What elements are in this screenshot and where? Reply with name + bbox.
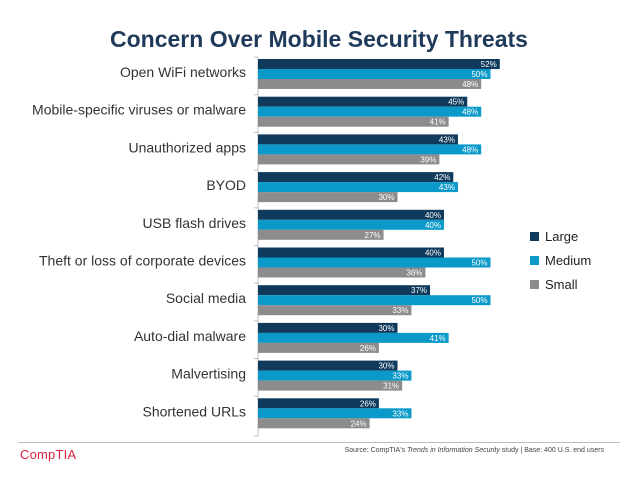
bar-small bbox=[258, 267, 426, 278]
bar-small bbox=[258, 380, 403, 391]
data-label: 24% bbox=[351, 419, 367, 428]
bar-small bbox=[258, 154, 440, 165]
category-label: Auto-dial malware bbox=[134, 328, 246, 344]
bar-medium bbox=[258, 370, 412, 381]
bar-large bbox=[258, 398, 379, 409]
bar-medium bbox=[258, 182, 458, 193]
data-label: 26% bbox=[360, 399, 376, 408]
data-label: 36% bbox=[406, 269, 422, 278]
legend-label: Medium bbox=[545, 252, 592, 268]
bar-small bbox=[258, 229, 384, 240]
bar-medium bbox=[258, 219, 444, 230]
bar-small bbox=[258, 418, 370, 429]
legend-item-large: Large bbox=[530, 224, 591, 248]
bar-medium bbox=[258, 332, 449, 343]
category-label: Shortened URLs bbox=[142, 403, 246, 419]
comptia-logo: CompTIA bbox=[20, 447, 77, 462]
data-label: 42% bbox=[434, 173, 450, 182]
data-label: 50% bbox=[471, 296, 487, 305]
bar-medium bbox=[258, 106, 482, 117]
bar-small bbox=[258, 305, 412, 316]
category-label: Malvertising bbox=[171, 366, 246, 382]
category-label: Open WiFi networks bbox=[120, 64, 246, 80]
data-label: 33% bbox=[392, 306, 408, 315]
legend: Large Medium Small bbox=[530, 224, 591, 296]
data-label: 43% bbox=[439, 183, 455, 192]
data-label: 52% bbox=[481, 60, 497, 69]
source-study-title: Trends in Information Security bbox=[406, 447, 500, 454]
legend-item-small: Small bbox=[530, 272, 591, 296]
legend-label: Large bbox=[545, 228, 579, 244]
data-label: 40% bbox=[425, 221, 441, 230]
bar-large bbox=[258, 59, 500, 69]
category-label: Theft or loss of corporate devices bbox=[39, 253, 246, 269]
chart-title: Concern Over Mobile Security Threats bbox=[110, 26, 528, 52]
category-label: USB flash drives bbox=[143, 215, 246, 231]
data-label: 40% bbox=[425, 211, 441, 220]
data-label: 27% bbox=[365, 231, 381, 240]
legend-label: Small bbox=[545, 276, 578, 292]
legend-item-medium: Medium bbox=[530, 248, 591, 272]
data-label: 31% bbox=[383, 382, 399, 391]
footer-divider bbox=[18, 442, 620, 443]
bar-medium bbox=[258, 144, 482, 155]
category-label: BYOD bbox=[206, 177, 246, 193]
bar-large bbox=[258, 134, 458, 145]
bar-small bbox=[258, 342, 379, 353]
bar-small bbox=[258, 116, 449, 127]
category-label: Mobile-specific viruses or malware bbox=[32, 102, 246, 118]
data-label: 30% bbox=[378, 362, 394, 371]
source-suffix: study | Base: 400 U.S. end users bbox=[499, 447, 604, 454]
bar-large bbox=[258, 247, 444, 258]
category-label: Unauthorized apps bbox=[128, 139, 246, 155]
bar-large bbox=[258, 322, 398, 333]
bar-medium bbox=[258, 257, 491, 268]
data-label: 50% bbox=[471, 70, 487, 79]
bar-large bbox=[258, 172, 454, 183]
bar-medium bbox=[258, 69, 491, 79]
bar-small bbox=[258, 79, 482, 89]
data-label: 30% bbox=[378, 324, 394, 333]
legend-swatch bbox=[530, 231, 539, 241]
source-note: Source: CompTIA's Trends in Information … bbox=[345, 447, 604, 454]
legend-swatch bbox=[530, 279, 539, 289]
data-label: 45% bbox=[448, 98, 464, 107]
bar-small bbox=[258, 192, 398, 203]
data-label: 43% bbox=[439, 135, 455, 144]
data-label: 48% bbox=[462, 145, 478, 154]
legend-swatch bbox=[530, 255, 539, 265]
bar-large bbox=[258, 285, 431, 296]
category-label: Social media bbox=[166, 290, 246, 306]
data-label: 39% bbox=[420, 155, 436, 164]
bar-medium bbox=[258, 295, 491, 306]
data-label: 37% bbox=[411, 286, 427, 295]
bar-medium bbox=[258, 408, 412, 419]
data-label: 41% bbox=[430, 118, 446, 127]
data-label: 48% bbox=[462, 108, 478, 117]
data-label: 41% bbox=[430, 334, 446, 343]
data-label: 40% bbox=[425, 249, 441, 258]
bar-large bbox=[258, 360, 398, 371]
data-label: 26% bbox=[360, 344, 376, 353]
source-prefix: Source: CompTIA's bbox=[344, 447, 407, 454]
bar-large bbox=[258, 96, 468, 107]
data-label: 50% bbox=[471, 259, 487, 268]
bar-large bbox=[258, 209, 444, 220]
data-label: 33% bbox=[392, 372, 408, 381]
data-label: 30% bbox=[378, 193, 394, 202]
data-label: 33% bbox=[392, 409, 408, 418]
data-label: 48% bbox=[462, 80, 478, 89]
